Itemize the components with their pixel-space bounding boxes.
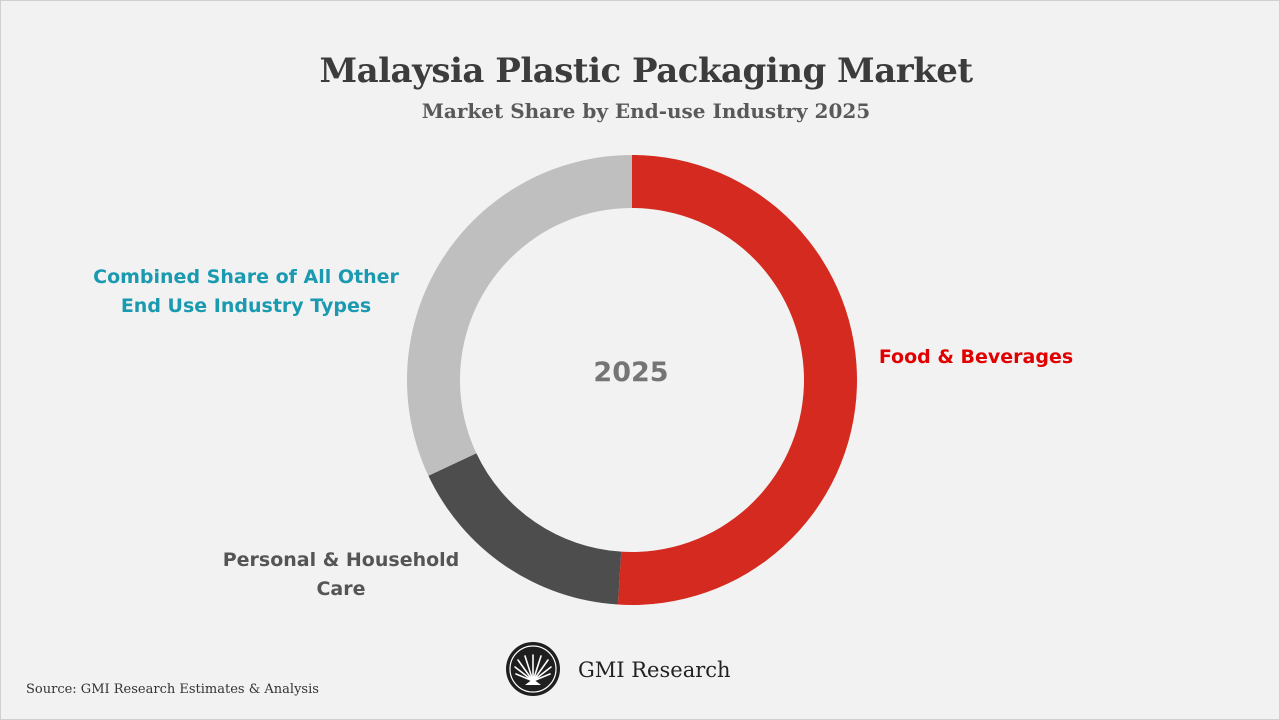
slice-label-personal-line1: Personal & Household <box>222 549 460 571</box>
slice-label-personal-line2: Care <box>316 578 366 600</box>
donut-center-year: 2025 <box>593 357 669 388</box>
slice-label-food-beverages: Food & Beverages <box>871 343 1081 372</box>
chart-subtitle: Market Share by End-use Industry 2025 <box>421 99 871 123</box>
slice-label-other-industries: Combined Share of All Other End Use Indu… <box>91 263 401 321</box>
source-note: Source: GMI Research Estimates & Analysi… <box>26 682 319 697</box>
gmi-fan-logo-icon <box>506 642 560 696</box>
donut-slice-food-beverages <box>617 155 857 605</box>
slice-label-personal-household: Personal & Household Care <box>221 546 461 604</box>
slice-label-other-line1: Combined Share of All Other <box>93 266 399 288</box>
brand-name: GMI Research <box>578 658 731 682</box>
chart-title: Malaysia Plastic Packaging Market <box>319 51 973 91</box>
donut-slice-personal-household-care <box>428 453 622 605</box>
slice-label-other-line2: End Use Industry Types <box>120 295 372 317</box>
donut-slice-combined-share-of-all-other-end-use-industry-types <box>407 155 632 476</box>
slice-label-food-text: Food & Beverages <box>878 346 1074 368</box>
